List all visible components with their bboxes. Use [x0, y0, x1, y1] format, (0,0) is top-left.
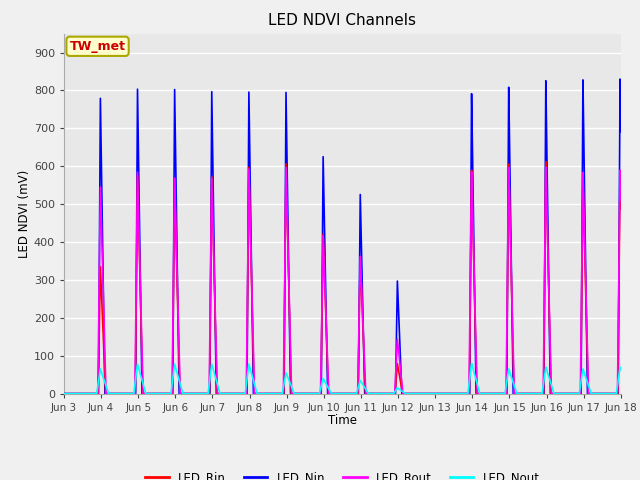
Text: TW_met: TW_met	[70, 40, 125, 53]
Y-axis label: LED NDVI (mV): LED NDVI (mV)	[18, 169, 31, 258]
Title: LED NDVI Channels: LED NDVI Channels	[268, 13, 417, 28]
Legend: LED_Rin, LED_Nin, LED_Rout, LED_Nout: LED_Rin, LED_Nin, LED_Rout, LED_Nout	[140, 466, 545, 480]
X-axis label: Time: Time	[328, 414, 357, 427]
